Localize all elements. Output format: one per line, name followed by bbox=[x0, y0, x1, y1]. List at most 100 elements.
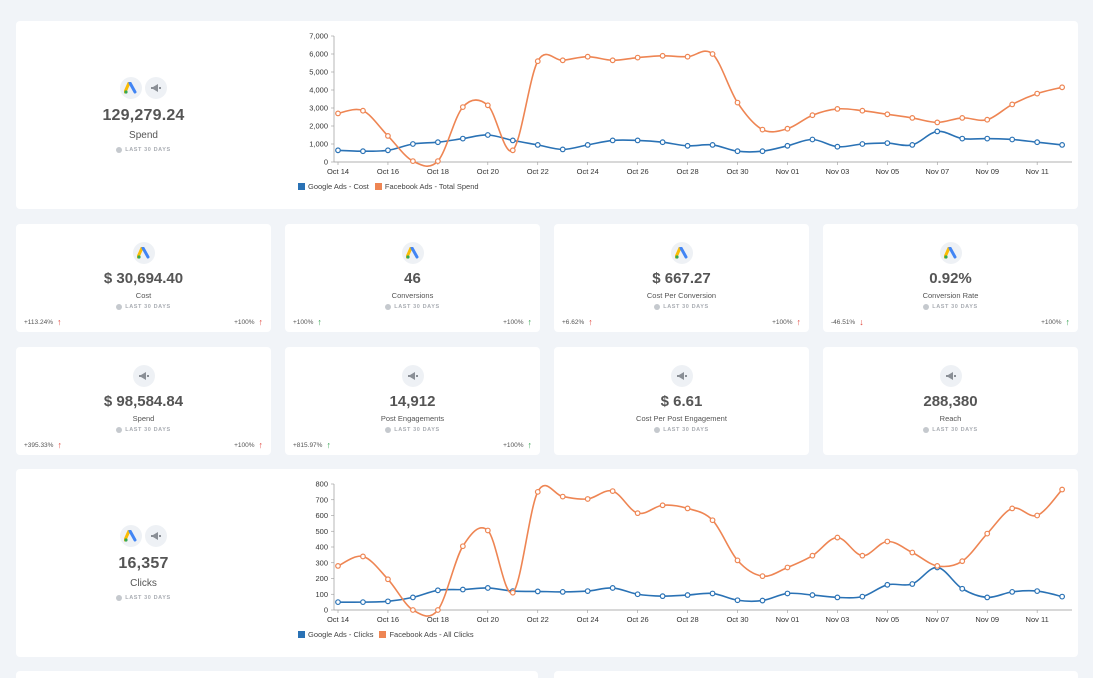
data-point bbox=[1059, 593, 1066, 600]
kpi-delta-year: +100% ↑ bbox=[234, 317, 263, 327]
data-point bbox=[784, 142, 791, 149]
legend-item-google[interactable]: Google Ads - Cost bbox=[298, 182, 369, 191]
data-point bbox=[884, 111, 891, 118]
spend-chart-card: 129,279.24 Spend LAST 30 DAYS 0 1,000 2,00… bbox=[16, 21, 1078, 209]
data-point bbox=[684, 142, 691, 149]
data-point bbox=[1034, 139, 1041, 146]
data-point bbox=[609, 585, 616, 591]
kpi-delta-year: +100% ↑ bbox=[234, 440, 264, 450]
x-tick-label: Nov 03 bbox=[826, 167, 850, 176]
kpi-value: $ 6.61 bbox=[660, 393, 703, 410]
data-point bbox=[634, 137, 641, 144]
series-line-facebook bbox=[337, 50, 1063, 167]
spend-line-chart: 0 1,000 2,000 3,000 4,000 5,000 6,000 7,000 Oct … bbox=[309, 32, 1072, 176]
data-point bbox=[1009, 101, 1016, 108]
data-point bbox=[534, 488, 541, 495]
clock-icon bbox=[654, 427, 661, 433]
trend-arrow-icon: ↑ bbox=[57, 440, 62, 450]
data-point bbox=[1034, 90, 1041, 97]
data-point bbox=[1059, 486, 1066, 493]
data-point bbox=[410, 594, 416, 601]
trend-arrow-icon: ↑ bbox=[317, 317, 322, 327]
clock-icon bbox=[116, 427, 123, 433]
data-point bbox=[784, 564, 791, 571]
trend-arrow-icon: ↓ bbox=[859, 317, 864, 327]
x-tick-label: Nov 09 bbox=[975, 167, 999, 176]
data-point bbox=[959, 135, 966, 142]
y-tick-label: 100 bbox=[315, 590, 328, 599]
clock-icon bbox=[923, 427, 930, 433]
x-tick-label: Oct 24 bbox=[577, 167, 599, 176]
kpi-card: $ 30,694.40 Cost LAST 30 DAYS +113.24% ↑ … bbox=[16, 224, 271, 332]
kpi-delta-previous: +113.24% ↑ bbox=[24, 317, 62, 327]
period-badge: LAST 30 DAYS bbox=[116, 304, 171, 310]
data-point bbox=[360, 148, 366, 155]
trend-arrow-icon: ↑ bbox=[527, 317, 533, 327]
spend-chart-legend: Google Ads - Cost Facebook Ads - Total S… bbox=[298, 182, 479, 191]
y-tick-label: 1,000 bbox=[309, 140, 328, 149]
data-point bbox=[410, 158, 416, 165]
kpi-value: 14,912 bbox=[389, 393, 436, 410]
clock-icon bbox=[116, 304, 123, 310]
data-point bbox=[784, 590, 791, 597]
y-tick-label: 600 bbox=[315, 511, 328, 520]
spend-value: 129,279.24 bbox=[102, 107, 185, 124]
x-tick-label: Oct 28 bbox=[677, 615, 699, 624]
data-point bbox=[834, 534, 841, 541]
data-point bbox=[459, 586, 466, 593]
kpi-delta-year: +100% ↑ bbox=[503, 317, 533, 327]
kpi-label: Cost Per Conversion bbox=[646, 291, 717, 300]
trend-arrow-icon: ↑ bbox=[326, 440, 331, 450]
x-tick-label: Nov 01 bbox=[776, 167, 800, 176]
y-tick-label: 3,000 bbox=[309, 104, 328, 113]
data-point bbox=[909, 549, 916, 556]
data-point bbox=[884, 538, 891, 545]
y-tick-label: 2,000 bbox=[309, 122, 328, 131]
data-point bbox=[1009, 588, 1016, 595]
data-point bbox=[434, 587, 441, 594]
data-point bbox=[809, 136, 816, 143]
data-point bbox=[909, 581, 916, 587]
legend-item-google[interactable]: Google Ads - Clicks bbox=[298, 630, 373, 639]
trend-arrow-icon: ↑ bbox=[588, 317, 593, 327]
period-badge: LAST 30 DAYS bbox=[923, 427, 978, 433]
data-point bbox=[360, 599, 366, 606]
kpi-delta-year: +100% ↑ bbox=[1041, 317, 1070, 327]
data-point bbox=[360, 107, 366, 114]
y-tick-label: 800 bbox=[315, 480, 328, 489]
data-point bbox=[734, 557, 741, 564]
x-tick-label: Nov 11 bbox=[1026, 615, 1049, 624]
data-point bbox=[609, 57, 616, 64]
clicks-line-chart: 0 100 200 300 400 500 600 700 800 Oct 14 Oct 16 Oct… bbox=[315, 480, 1072, 624]
megaphone-icon bbox=[132, 365, 155, 387]
data-point bbox=[859, 593, 866, 600]
data-point bbox=[1034, 588, 1041, 594]
data-point bbox=[1059, 141, 1066, 148]
data-point bbox=[534, 58, 541, 65]
x-tick-label: Oct 14 bbox=[327, 167, 349, 176]
y-tick-label: 200 bbox=[315, 574, 328, 583]
data-point bbox=[634, 54, 641, 61]
data-point bbox=[434, 158, 441, 165]
legend-item-facebook[interactable]: Facebook Ads - All Clicks bbox=[379, 630, 474, 639]
spend-label: Spend bbox=[129, 130, 158, 141]
data-point bbox=[809, 592, 816, 598]
google-ads-icon bbox=[132, 242, 155, 264]
x-tick-label: Nov 01 bbox=[776, 615, 800, 624]
trend-arrow-icon: ↑ bbox=[258, 440, 264, 450]
legend-item-facebook[interactable]: Facebook Ads - Total Spend bbox=[374, 182, 479, 191]
data-point bbox=[559, 57, 566, 64]
period-badge: LAST 30 DAYS bbox=[116, 427, 171, 433]
period-badge: LAST 30 DAYS bbox=[116, 595, 171, 601]
data-point bbox=[734, 148, 741, 155]
clicks-chart-card: 16,357 Clicks LAST 30 DAYS 0 100 200 300 400… bbox=[16, 469, 1078, 657]
data-point bbox=[584, 141, 591, 148]
data-point bbox=[459, 135, 466, 142]
data-point bbox=[959, 585, 966, 592]
x-tick-label: Nov 05 bbox=[875, 167, 899, 176]
clicks-label: Clicks bbox=[130, 578, 157, 589]
y-tick-label: 7,000 bbox=[309, 32, 328, 41]
data-point bbox=[759, 148, 766, 155]
data-point bbox=[684, 592, 691, 598]
data-point bbox=[584, 53, 591, 60]
